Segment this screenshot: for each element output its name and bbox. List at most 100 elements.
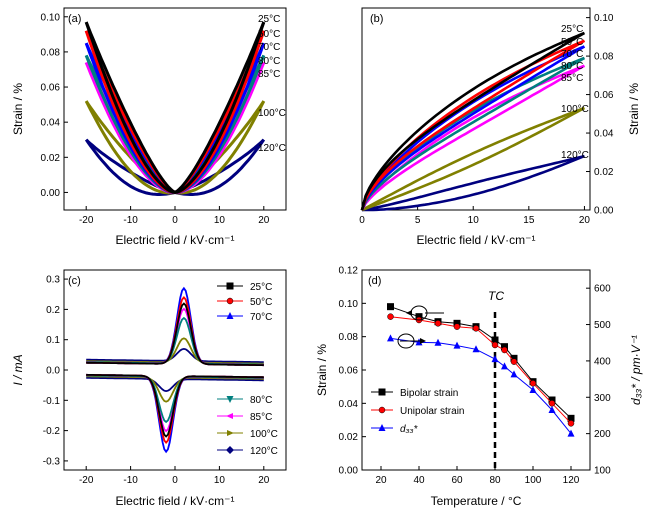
panel-c-xtick-label: -10	[123, 475, 138, 486]
panel-d-frame	[361, 269, 591, 471]
panel-a-legend-label: 85°C	[258, 69, 280, 80]
panel-b-curve-down	[361, 106, 586, 212]
panel-b-curve-up	[360, 31, 585, 211]
panel-b-xtick-label: 10	[468, 215, 480, 226]
panel-c-loop-up	[86, 302, 264, 367]
panel-b-curve-down	[362, 154, 585, 212]
panel-d-series-marker	[472, 325, 480, 332]
panel-d-series-marker	[567, 420, 575, 427]
panel-d-series-line	[390, 337, 572, 434]
panel-d-series-marker	[529, 386, 537, 393]
panel-c-legend-label: 80°C	[250, 395, 272, 406]
panel-d-xtick-label: 100	[525, 475, 542, 486]
panel-c-xtick-label: 10	[214, 475, 226, 486]
panel-d-y2tick-label: 400	[594, 356, 611, 367]
panel-a-frame	[63, 7, 287, 211]
panel-d-ytick-label: 0.12	[339, 266, 359, 277]
panel-d-series-marker	[510, 358, 518, 365]
panel-c-legend-marker	[226, 297, 234, 305]
panel-c-legend-marker	[226, 282, 234, 290]
panel-d-arrowhead-lower	[420, 338, 426, 344]
panel-b-curve-down	[360, 31, 586, 211]
panel-d-ytick-label: 0.02	[339, 432, 359, 443]
panel-a-xtick-label: 20	[258, 215, 270, 226]
panel-d-series-marker	[567, 429, 575, 437]
panel-a-curve-down	[84, 21, 266, 194]
panel-d-series-marker	[510, 370, 518, 378]
panel-c-ytick-label: 0.1	[46, 335, 60, 346]
panel-a-legend-label: 70°C	[258, 42, 280, 53]
panel-d-y2tick-label: 100	[594, 466, 611, 477]
panel-a-legend-label: 120°C	[258, 143, 286, 154]
panel-d-series-marker	[548, 400, 556, 407]
panel-a-label: (a)	[68, 13, 81, 25]
panel-a-legend-label: 80°C	[258, 56, 280, 67]
panel-d-xtick-label: 20	[375, 475, 387, 486]
panel-b-xtick-label: 0	[359, 215, 365, 226]
panel-b-ytick-label: 0.02	[594, 167, 614, 178]
panel-a-xtick-label: -20	[79, 215, 94, 226]
panel-d-legend-label: Unipolar strain	[400, 406, 464, 417]
panel-d-series-marker	[491, 341, 499, 349]
panel-d-xtick-label: 80	[489, 475, 501, 486]
panel-d-series-marker	[387, 334, 394, 342]
panel-c-ytick-label: 0.2	[46, 305, 60, 316]
panel-c-ytick-label: 0.3	[46, 275, 60, 286]
panel-b-ytick-label: 0.10	[594, 13, 614, 24]
panel-d-series-marker	[529, 380, 537, 387]
panel-d-series-marker	[434, 320, 442, 327]
panel-d-series-marker	[434, 338, 442, 346]
panel-c-xlabel: Electric field / kV·cm⁻¹	[115, 494, 234, 508]
panel-b-curve-up	[361, 154, 585, 212]
panel-a-ytick-label: 0.10	[41, 12, 61, 23]
panel-b-curve-down	[360, 45, 586, 211]
panel-d-xlabel: Temperature / °C	[431, 494, 522, 508]
panel-b-label: (b)	[370, 13, 383, 25]
panel-b-curve-down	[360, 56, 586, 211]
panel-b-legend-label: 25°C	[561, 24, 583, 35]
panel-d-series-marker	[453, 341, 461, 349]
panel-c-ytick-label: 0.0	[46, 366, 60, 377]
panel-c-ylabel: I / mA	[11, 354, 25, 385]
panel-d-series-marker	[501, 346, 508, 354]
panel-a-xtick-label: 10	[214, 215, 226, 226]
panel-d-series-marker	[453, 323, 461, 330]
panel-d-arrowhead-upper	[406, 310, 412, 316]
panel-a-legend-label: 25°C	[258, 14, 280, 25]
panel-c-xtick-label: 0	[172, 475, 178, 486]
panel-c-legend-marker	[227, 430, 234, 436]
panel-b-frame	[361, 7, 591, 211]
panel-c-loop-down	[86, 373, 264, 454]
panel-d-legend-marker	[378, 424, 386, 431]
panel-b-ytick-label: 0.04	[594, 129, 614, 140]
panel-d-y2tick-label: 600	[594, 284, 611, 295]
panel-b-curve-down	[360, 64, 586, 211]
panel-d-series-marker	[548, 406, 556, 413]
panel-d-y2tick-label: 300	[594, 393, 611, 404]
panel-d-y2tick-label: 500	[594, 320, 611, 331]
panel-b-curve-down	[360, 39, 586, 211]
panel-a-legend-label: 100°C	[258, 108, 286, 119]
panel-b-xlabel: Electric field / kV·cm⁻¹	[416, 233, 535, 247]
panel-c-ytick-label: -0.2	[43, 426, 61, 437]
panel-d-ylabel: Strain / %	[315, 344, 329, 396]
panel-d-ytick-label: 0.10	[339, 299, 359, 310]
panel-b-curve-up	[360, 64, 585, 211]
panel-c-legend-label: 70°C	[250, 312, 272, 323]
panel-b-xtick-label: 5	[415, 215, 421, 226]
panel-b-legend-label: 100°C	[561, 104, 589, 115]
panel-c-legend-label: 100°C	[250, 429, 278, 440]
panel-b-ylabel: Strain / %	[627, 83, 641, 135]
panel-b-xtick-label: 15	[523, 215, 535, 226]
panel-b-legend-label: 50°C	[561, 37, 583, 48]
panel-b-legend-label: 85°C	[561, 73, 583, 84]
panel-d-series-marker	[387, 303, 394, 311]
panel-c-legend-label: 85°C	[250, 412, 272, 423]
panel-d-ytick-label: 0.06	[339, 366, 359, 377]
panel-a-ytick-label: 0.04	[41, 118, 61, 129]
panel-d-legend-label: Bipolar strain	[400, 388, 458, 399]
panel-a-xlabel: Electric field / kV·cm⁻¹	[115, 233, 234, 247]
panel-c-legend-marker	[226, 396, 234, 403]
panel-d-ytick-label: 0.00	[339, 466, 359, 477]
